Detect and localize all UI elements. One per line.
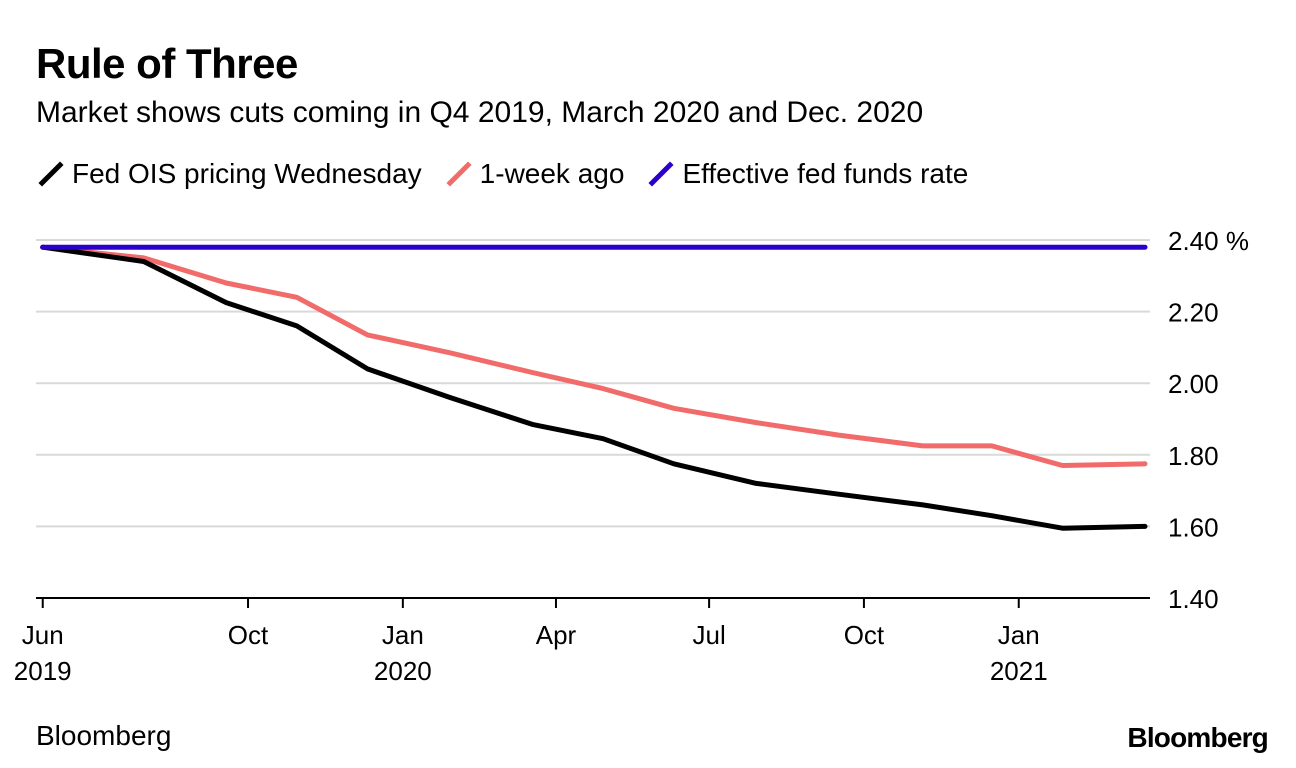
chart-subtitle: Market shows cuts coming in Q4 2019, Mar… [36,96,924,129]
x-tick-label: Oct [228,620,269,650]
legend-label-ois: Fed OIS pricing Wednesday [72,158,422,189]
x-tick-label: Jan [382,620,424,650]
x-tick-label: Jan [998,620,1040,650]
series-line-ois [40,244,1148,531]
legend-label-effr: Effective fed funds rate [682,158,969,189]
legend-item-effr: Effective fed funds rate [646,158,968,190]
legend-swatch-effr [646,159,678,189]
x-tick-year-label: 2019 [14,656,72,686]
chart-title: Rule of Three [36,40,298,87]
legend-swatch-week-ago [444,159,476,189]
y-tick-label: 1.80 [1168,441,1219,471]
x-tick-label: Jun [22,620,64,650]
legend-item-ois: Fed OIS pricing Wednesday [36,158,422,190]
y-tick-label: 1.40 [1168,584,1219,614]
bloomberg-logo: Bloomberg [1127,722,1268,753]
y-tick-label: 2.20 [1168,298,1219,328]
legend-label-week-ago: 1-week ago [479,158,625,189]
x-tick-label: Apr [536,620,577,650]
y-tick-label: 1.60 [1168,512,1219,542]
x-tick-label: Jul [692,620,725,650]
x-tick-year-label: 2021 [990,656,1048,686]
x-tick-label: Oct [844,620,885,650]
y-tick-label: 2.00 [1168,369,1219,399]
legend: Fed OIS pricing Wednesday 1-week ago Eff… [36,156,990,192]
legend-swatch-ois [36,159,68,189]
y-tick-label: 2.40 % [1168,226,1249,256]
x-tick-year-label: 2020 [374,656,432,686]
series-line-week-ago [40,244,1148,468]
legend-item-week-ago: 1-week ago [444,158,625,190]
source-note: Bloomberg [36,720,172,751]
